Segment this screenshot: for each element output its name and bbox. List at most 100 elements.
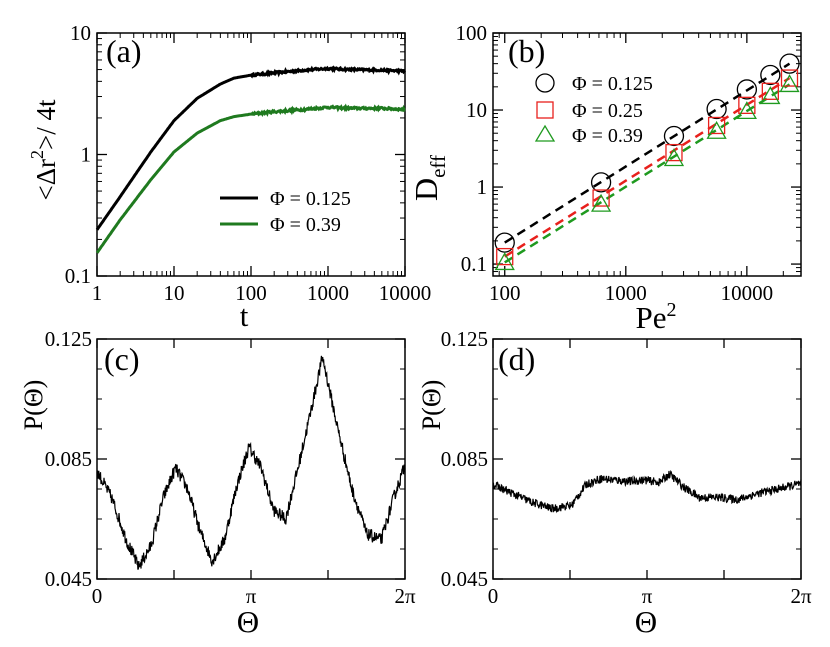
panel-b-xlabel: Pe2	[636, 299, 677, 335]
panel-b-frame	[492, 32, 802, 277]
d-ytick-label: 0.085	[441, 447, 488, 471]
panel-d-frame	[492, 338, 802, 580]
marker-square	[761, 82, 779, 100]
panel-c-label: (c)	[104, 341, 140, 377]
panel-a-xlabel: t	[240, 298, 249, 333]
panel-b-diffusion: (b) 100 1000 10000 0.1 1 10 100 Φ = 0.125 Φ = …	[408, 21, 802, 335]
marker-circle	[706, 98, 727, 120]
fit-line-2	[504, 83, 791, 264]
marker-circle	[779, 53, 800, 74]
panel-b-label: (b)	[508, 33, 545, 69]
b-ytick-label: 0.1	[461, 252, 487, 276]
panel-c-xlabel: Θ	[237, 604, 259, 639]
series-line-1	[95, 103, 406, 254]
a-xtick-label: 10000	[379, 281, 432, 305]
panel-c-angle-distribution: (c) 0 π 2π 0.045 0.085 0.125 Θ P(Θ)	[19, 327, 416, 639]
panel-a-ylabel-main: <Δr	[31, 159, 61, 201]
a-xtick-label: 1000	[307, 281, 349, 305]
legend-b-marker-1	[536, 101, 554, 119]
panel-b-fit-lines	[504, 62, 791, 264]
a-ytick-label: 10	[70, 21, 91, 45]
b-ytick-label: 10	[466, 98, 487, 122]
panel-d-xlabel: Θ	[635, 604, 657, 639]
b-ytick-label: 100	[456, 21, 488, 45]
panel-b-markers	[494, 53, 800, 271]
panel-c-ylabel: P(Θ)	[19, 380, 48, 431]
a-ytick-label: 1	[81, 143, 92, 167]
marker-triangle	[590, 193, 612, 212]
marker-triangle	[760, 86, 781, 105]
series-line-0	[96, 355, 406, 570]
d-xtick-label: 2π	[790, 584, 812, 608]
marker-circle	[760, 64, 781, 86]
panel-c-frame	[96, 338, 406, 580]
b-xtick-label: 100	[489, 281, 521, 305]
d-ytick-label: 0.125	[441, 327, 488, 351]
c-xtick-label: 2π	[394, 584, 416, 608]
panel-b-ticks: 100 1000 10000 0.1 1 10 100	[456, 21, 801, 305]
marker-square	[707, 116, 726, 135]
c-ytick-label: 0.125	[45, 327, 92, 351]
marker-triangle	[494, 252, 515, 271]
panel-c-series	[96, 355, 406, 570]
c-ytick-label: 0.085	[45, 447, 92, 471]
panel-b-xlabel-main: Pe	[636, 300, 667, 335]
c-xtick-label: 0	[92, 584, 103, 608]
marker-triangle	[663, 148, 685, 167]
panel-b-ylabel-main: D	[408, 178, 444, 201]
marker-circle	[736, 79, 758, 100]
c-ytick-label: 0.045	[45, 567, 92, 591]
b-xtick-label: 10000	[721, 281, 774, 305]
d-xtick-label: π	[642, 584, 653, 608]
marker-square	[496, 247, 514, 266]
marker-square	[780, 69, 799, 87]
fit-line-0	[504, 62, 791, 244]
marker-triangle	[706, 120, 727, 139]
marker-circle	[590, 172, 612, 193]
panel-b-xlabel-sup: 2	[667, 299, 677, 321]
b-xtick-label: 1000	[605, 281, 647, 305]
series-line-0	[95, 65, 407, 231]
c-xtick-label: π	[246, 584, 257, 608]
legend-a-label-0: Φ = 0.125	[270, 188, 351, 210]
marker-circle	[663, 125, 685, 147]
a-xtick-label: 1	[92, 281, 103, 305]
panel-a-series	[95, 65, 407, 254]
d-xtick-label: 0	[488, 584, 499, 608]
d-ytick-label: 0.045	[441, 567, 488, 591]
panel-a-label: (a)	[106, 33, 142, 69]
panel-d-series	[492, 470, 802, 514]
marker-square	[665, 143, 683, 162]
marker-square	[738, 96, 756, 114]
legend-b-marker-0	[535, 73, 555, 93]
panel-d-angle-distribution: (d) 0 π 2π 0.045 0.085 0.125 Θ P(Θ)	[417, 327, 812, 639]
panel-a-legend: Φ = 0.125 Φ = 0.39	[220, 188, 351, 236]
panel-a-ylabel-sup: 2	[27, 150, 47, 159]
panel-b-legend: Φ = 0.125 Φ = 0.25 Φ = 0.39	[534, 73, 653, 147]
marker-circle	[494, 232, 515, 253]
panel-c-ticks: 0 π 2π 0.045 0.085 0.125	[45, 327, 416, 608]
panel-d-ylabel: P(Θ)	[417, 380, 446, 431]
panel-d-ticks: 0 π 2π 0.045 0.085 0.125	[441, 327, 812, 608]
marker-triangle	[779, 74, 800, 93]
b-ytick-label: 1	[477, 175, 488, 199]
series-line-0	[492, 470, 802, 514]
legend-b-marker-2	[534, 124, 556, 142]
fit-line-1	[504, 77, 791, 258]
legend-b-label-0: Φ = 0.125	[572, 73, 653, 95]
a-ytick-label: 0.1	[65, 264, 91, 288]
legend-b-label-1: Φ = 0.25	[572, 100, 643, 122]
a-xtick-label: 10	[164, 281, 185, 305]
panel-b-ylabel: Deff	[408, 155, 450, 201]
panel-a-ylabel-rest: >/ 4t	[31, 99, 61, 150]
panel-d-label: (d)	[498, 341, 535, 377]
panel-b-ylabel-sub: eff	[426, 155, 450, 178]
marker-square	[592, 189, 610, 207]
marker-triangle	[736, 101, 757, 120]
a-xtick-label: 100	[235, 281, 267, 305]
legend-b-label-2: Φ = 0.39	[572, 125, 643, 147]
legend-a-label-1: Φ = 0.39	[270, 214, 341, 236]
